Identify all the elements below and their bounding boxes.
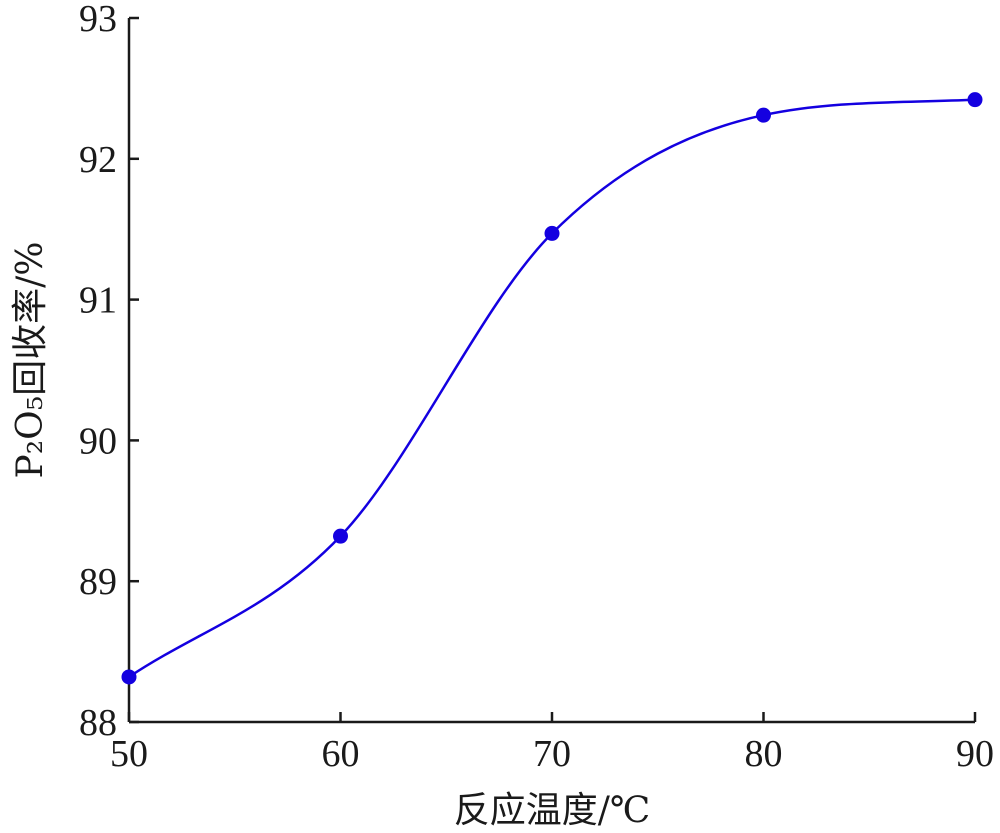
data-point [121,669,137,685]
y-tick-label: 88 [79,702,117,744]
series-layer [121,92,983,685]
data-point [544,225,560,241]
y-ticks: 88 89 90 91 92 93 [79,0,139,744]
y-tick-label: 93 [79,0,117,40]
x-tick-label: 80 [745,733,783,775]
x-tick-label: 90 [956,733,994,775]
x-axis-title: 反应温度/℃ [454,790,650,831]
x-tick-label: 50 [110,733,148,775]
data-point [967,92,983,108]
data-point [756,107,771,123]
y-tick-label: 92 [79,139,117,181]
y-axis-title: P₂O₅回收率/% [10,242,51,479]
x-tick-label: 60 [322,733,360,775]
y-tick-label: 90 [79,420,117,462]
x-tick-label: 70 [533,733,571,775]
data-point [333,528,348,544]
series-line [128,98,976,678]
y-tick-label: 89 [79,561,117,603]
y-tick-label: 91 [79,280,117,322]
x-ticks: 50 60 70 80 90 [110,712,994,775]
axes [127,18,975,724]
